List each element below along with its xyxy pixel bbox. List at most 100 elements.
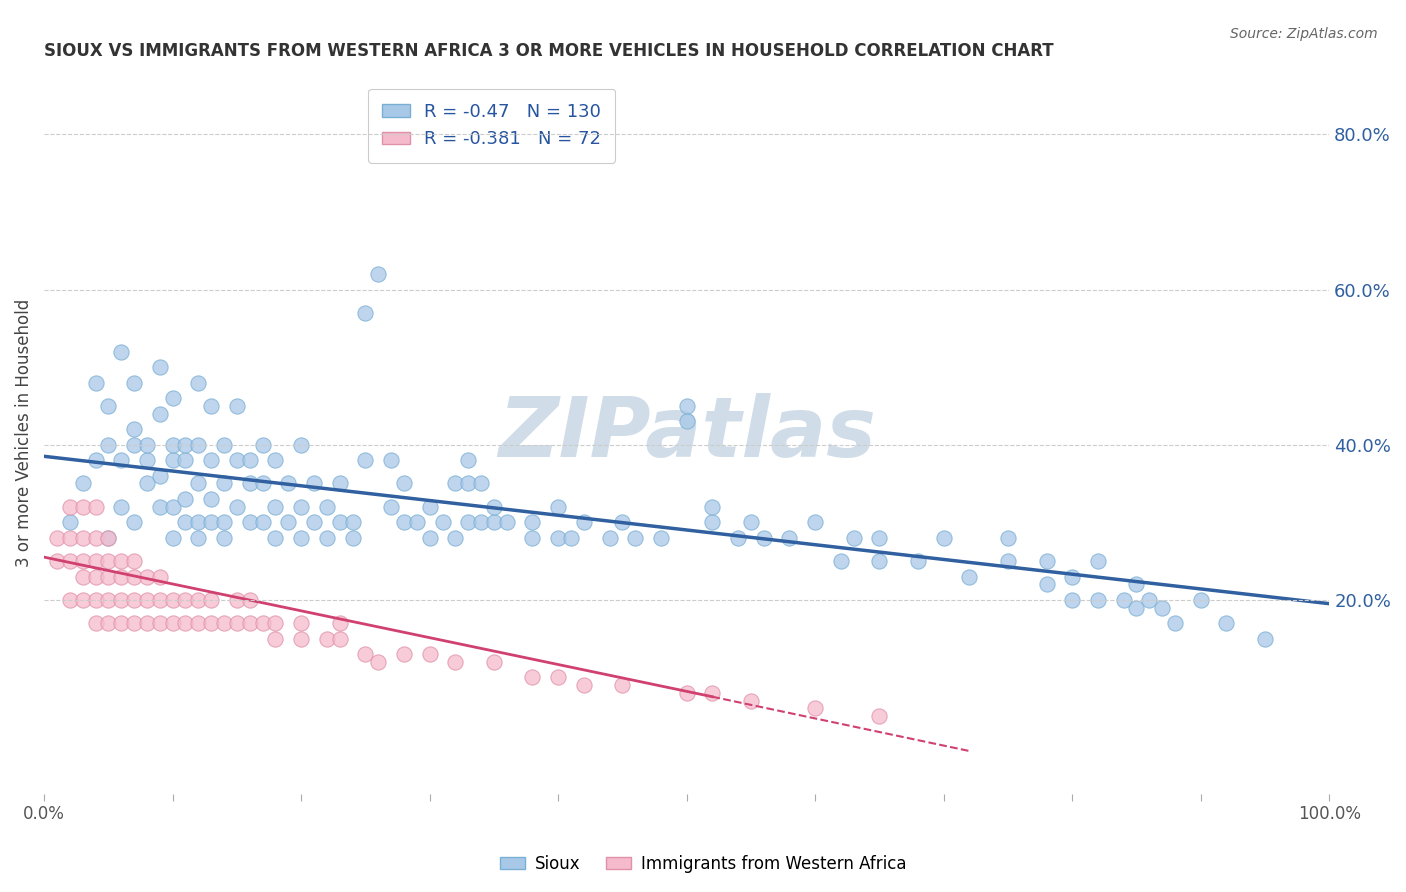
Point bbox=[572, 515, 595, 529]
Point bbox=[97, 554, 120, 568]
Point bbox=[135, 438, 157, 452]
Point bbox=[560, 531, 582, 545]
Point bbox=[110, 592, 132, 607]
Point bbox=[1137, 592, 1160, 607]
Point bbox=[46, 554, 69, 568]
Point bbox=[110, 569, 132, 583]
Point bbox=[187, 476, 209, 491]
Point bbox=[110, 453, 132, 467]
Point bbox=[97, 531, 120, 545]
Point bbox=[522, 515, 544, 529]
Point bbox=[547, 500, 569, 514]
Point bbox=[1152, 600, 1174, 615]
Point bbox=[187, 615, 209, 630]
Point bbox=[444, 476, 467, 491]
Point bbox=[200, 515, 222, 529]
Point bbox=[675, 686, 697, 700]
Point bbox=[239, 592, 262, 607]
Point bbox=[457, 476, 479, 491]
Y-axis label: 3 or more Vehicles in Household: 3 or more Vehicles in Household bbox=[15, 299, 32, 567]
Point bbox=[187, 592, 209, 607]
Point bbox=[277, 515, 299, 529]
Point bbox=[290, 632, 312, 646]
Point bbox=[264, 453, 287, 467]
Point bbox=[122, 592, 145, 607]
Point bbox=[110, 500, 132, 514]
Point bbox=[752, 531, 775, 545]
Point bbox=[1112, 592, 1135, 607]
Point bbox=[1215, 615, 1237, 630]
Point bbox=[1035, 554, 1057, 568]
Point bbox=[457, 515, 479, 529]
Point bbox=[804, 515, 827, 529]
Point bbox=[302, 515, 325, 529]
Point bbox=[149, 615, 172, 630]
Point bbox=[302, 476, 325, 491]
Point bbox=[869, 709, 891, 723]
Legend: Sioux, Immigrants from Western Africa: Sioux, Immigrants from Western Africa bbox=[494, 848, 912, 880]
Point bbox=[187, 531, 209, 545]
Point bbox=[869, 531, 891, 545]
Point bbox=[702, 500, 724, 514]
Point bbox=[342, 531, 364, 545]
Point bbox=[702, 686, 724, 700]
Point bbox=[522, 531, 544, 545]
Point bbox=[187, 515, 209, 529]
Point bbox=[290, 500, 312, 514]
Point bbox=[354, 306, 377, 320]
Point bbox=[547, 531, 569, 545]
Point bbox=[329, 515, 352, 529]
Point bbox=[72, 554, 94, 568]
Point bbox=[470, 476, 492, 491]
Point bbox=[329, 632, 352, 646]
Point bbox=[187, 438, 209, 452]
Point bbox=[264, 531, 287, 545]
Point bbox=[149, 592, 172, 607]
Point bbox=[1035, 577, 1057, 591]
Text: SIOUX VS IMMIGRANTS FROM WESTERN AFRICA 3 OR MORE VEHICLES IN HOUSEHOLD CORRELAT: SIOUX VS IMMIGRANTS FROM WESTERN AFRICA … bbox=[44, 42, 1053, 60]
Point bbox=[225, 500, 247, 514]
Point bbox=[482, 500, 505, 514]
Point bbox=[84, 453, 107, 467]
Point bbox=[122, 515, 145, 529]
Point bbox=[1254, 632, 1277, 646]
Point bbox=[149, 407, 172, 421]
Point bbox=[162, 615, 184, 630]
Point bbox=[174, 615, 197, 630]
Point bbox=[290, 615, 312, 630]
Point bbox=[97, 399, 120, 413]
Point bbox=[779, 531, 801, 545]
Point bbox=[84, 554, 107, 568]
Point bbox=[239, 476, 262, 491]
Point bbox=[135, 592, 157, 607]
Point bbox=[212, 531, 235, 545]
Point bbox=[252, 615, 274, 630]
Point bbox=[174, 491, 197, 506]
Point bbox=[212, 476, 235, 491]
Point bbox=[59, 554, 82, 568]
Point bbox=[1062, 569, 1084, 583]
Point bbox=[842, 531, 865, 545]
Point bbox=[315, 500, 337, 514]
Point bbox=[200, 491, 222, 506]
Point bbox=[149, 569, 172, 583]
Point bbox=[702, 515, 724, 529]
Point bbox=[444, 531, 467, 545]
Point bbox=[200, 592, 222, 607]
Point bbox=[380, 453, 402, 467]
Point bbox=[264, 615, 287, 630]
Point bbox=[162, 453, 184, 467]
Point bbox=[367, 655, 389, 669]
Point bbox=[174, 453, 197, 467]
Point bbox=[72, 531, 94, 545]
Point bbox=[225, 453, 247, 467]
Point bbox=[122, 438, 145, 452]
Point bbox=[84, 500, 107, 514]
Point bbox=[367, 267, 389, 281]
Point bbox=[329, 476, 352, 491]
Point bbox=[212, 615, 235, 630]
Point bbox=[122, 422, 145, 436]
Point bbox=[612, 515, 634, 529]
Point bbox=[997, 531, 1019, 545]
Point bbox=[432, 515, 454, 529]
